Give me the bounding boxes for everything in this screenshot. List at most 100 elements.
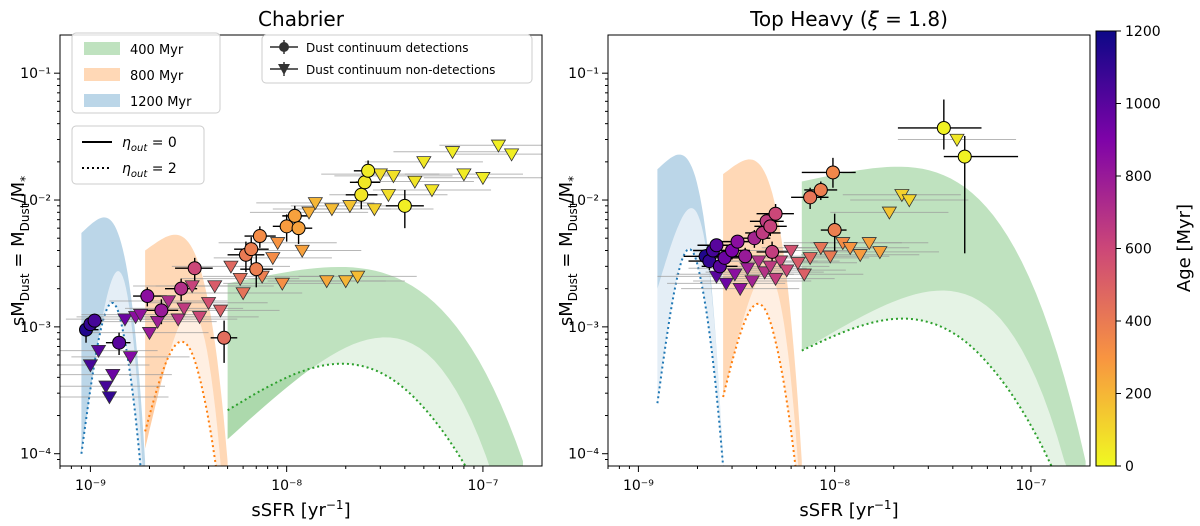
nondetection-point bbox=[744, 275, 760, 289]
nondetection-point bbox=[475, 172, 491, 186]
legend-nondet-label: Dust continuum non-detections bbox=[306, 63, 495, 77]
legend-eta0: ηout = 0 bbox=[122, 135, 177, 154]
model-region-1200-myr bbox=[81, 217, 146, 466]
legend-swatch-800 bbox=[84, 68, 120, 81]
nondetection-point bbox=[490, 139, 507, 153]
detection-point bbox=[112, 335, 127, 350]
y-tick-label: 10⁻² bbox=[568, 193, 599, 209]
detection-point bbox=[354, 187, 369, 202]
nondetection-point bbox=[366, 203, 383, 217]
model-band-800-myr bbox=[145, 311, 221, 466]
x-tick-label: 10⁻⁹ bbox=[623, 478, 654, 494]
nondetection-point bbox=[718, 277, 734, 291]
nondetection-point bbox=[790, 257, 806, 271]
nondetection-point bbox=[456, 168, 472, 182]
colorbar-gradient bbox=[1095, 30, 1117, 467]
legend-nondet-marker bbox=[278, 64, 290, 75]
model-dotted-400-myr bbox=[227, 362, 467, 466]
y-tick-label: 10⁻³ bbox=[568, 320, 599, 336]
y-tick-label: 10⁻⁴ bbox=[20, 447, 51, 463]
nondetection-point bbox=[444, 146, 461, 160]
right-xlabel: sSFR [yr−1] bbox=[799, 498, 898, 521]
model-dotted-1200-myr bbox=[656, 248, 725, 466]
detection-point bbox=[813, 182, 828, 197]
nondetection-point bbox=[372, 168, 388, 182]
y-tick-label: 10⁻¹ bbox=[20, 66, 51, 82]
detection-point bbox=[957, 149, 972, 164]
nondetection-point bbox=[503, 148, 520, 162]
colorbar-tick-label: 0 bbox=[1125, 459, 1134, 475]
nondetection-point bbox=[881, 206, 898, 220]
x-tick-label: 10⁻⁷ bbox=[468, 478, 499, 494]
left-panel: Chabrier 10⁻⁹ 10⁻⁸ 10⁻⁷ 10⁻⁴ 10⁻³ 10⁻² 10⁻¹ sS… bbox=[8, 7, 543, 521]
nondetection-point bbox=[191, 311, 208, 325]
y-tick-label: 10⁻¹ bbox=[568, 66, 599, 82]
colorbar: 0 200 400 600 800 1000 1200 Age [Myr] bbox=[1095, 24, 1195, 475]
y-tick-label: 10⁻⁴ bbox=[568, 447, 599, 463]
model-region-400-myr bbox=[227, 267, 523, 466]
nondetection-point bbox=[783, 244, 799, 258]
nondetection-point bbox=[122, 351, 139, 365]
legend-models-box bbox=[71, 32, 221, 114]
nondetection-point bbox=[82, 359, 99, 373]
nondetection-point bbox=[274, 277, 290, 291]
legend-label-1200: 1200 Myr bbox=[130, 95, 192, 110]
colorbar-tick-label: 1000 bbox=[1125, 97, 1161, 113]
detection-point bbox=[357, 175, 372, 190]
nondetection-point bbox=[772, 255, 789, 269]
detection-point bbox=[827, 223, 842, 238]
nondetection-point bbox=[212, 304, 229, 318]
colorbar-tick-label: 400 bbox=[1125, 314, 1152, 330]
nondetection-point bbox=[852, 249, 868, 263]
nondetection-point bbox=[796, 268, 812, 282]
nondetection-point bbox=[294, 244, 310, 258]
detection-point bbox=[249, 262, 264, 277]
model-region-800-myr bbox=[145, 234, 228, 466]
model-dotted-800-myr bbox=[722, 302, 797, 466]
detection-point bbox=[140, 289, 155, 304]
nondetection-point bbox=[901, 194, 917, 208]
legend-eta2: ηout = 2 bbox=[122, 161, 177, 180]
nondetection-point bbox=[200, 297, 217, 311]
nondetection-point bbox=[739, 262, 756, 276]
legend-swatch-400 bbox=[84, 42, 120, 55]
nondetection-point bbox=[235, 287, 251, 301]
nondetection-point bbox=[269, 237, 286, 251]
nondetection-point bbox=[380, 189, 397, 203]
nondetection-point bbox=[132, 308, 149, 323]
nondetection-point bbox=[176, 302, 192, 316]
detection-point bbox=[768, 206, 783, 221]
nondetection-point bbox=[802, 252, 818, 266]
nondetection-point bbox=[117, 313, 133, 327]
nondetection-point bbox=[141, 327, 158, 341]
nondetection-point bbox=[324, 203, 340, 217]
nondetection-point bbox=[424, 184, 440, 198]
legend-label-400: 400 Myr bbox=[130, 43, 184, 58]
model-dotted-800-myr bbox=[144, 340, 217, 466]
detection-point bbox=[217, 330, 232, 345]
model-band-400-myr bbox=[227, 337, 490, 466]
legend-swatch-1200 bbox=[84, 94, 120, 107]
detection-point bbox=[936, 120, 951, 135]
detection-point bbox=[765, 244, 780, 259]
left-ylabel: sMDust = MDust/M* bbox=[8, 176, 32, 326]
legend-label-800: 800 Myr bbox=[130, 69, 184, 84]
nondetection-point bbox=[385, 170, 402, 184]
x-tick-label: 10⁻⁷ bbox=[1016, 478, 1047, 494]
nondetection-point bbox=[949, 133, 965, 147]
legend-det-label: Dust continuum detections bbox=[306, 41, 468, 55]
right-panel: Top Heavy (ξ = 1.8) 10⁻⁹ 10⁻⁸ 10⁻⁷ 10⁻⁴ 10⁻³… bbox=[556, 7, 1091, 521]
nondetection-point bbox=[727, 268, 743, 282]
nondetection-point bbox=[342, 200, 358, 214]
x-tick-label: 10⁻⁸ bbox=[819, 478, 850, 494]
legend-markers: Dust continuum detections Dust continuum… bbox=[261, 34, 533, 84]
nondetection-point bbox=[822, 250, 838, 264]
nondetection-point bbox=[762, 260, 779, 274]
nondetection-point bbox=[750, 255, 767, 269]
detection-point bbox=[361, 163, 376, 178]
nondetection-point bbox=[160, 295, 177, 309]
legend-models: 400 Myr 800 Myr 1200 Myr bbox=[71, 32, 221, 114]
nondetection-point bbox=[105, 369, 121, 383]
right-ticks: 10⁻⁹ 10⁻⁸ 10⁻⁷ 10⁻⁴ 10⁻³ 10⁻² 10⁻¹ bbox=[568, 66, 1046, 494]
colorbar-tick-label: 800 bbox=[1125, 169, 1152, 185]
